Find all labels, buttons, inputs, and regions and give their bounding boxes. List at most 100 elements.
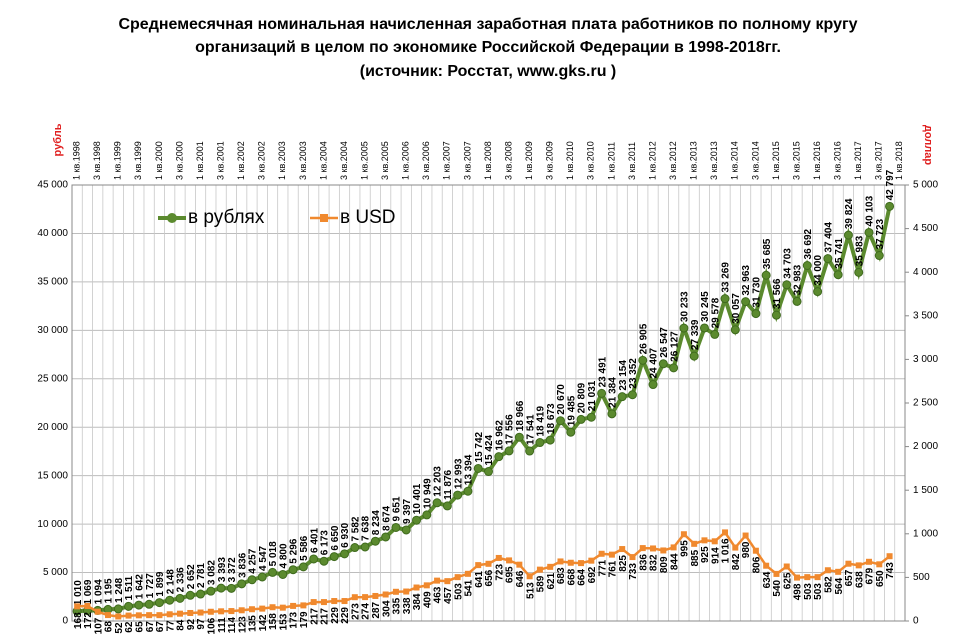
legend-marker (167, 213, 177, 223)
x-tick-label: 3 кв.2006 (421, 141, 431, 180)
marker (382, 591, 389, 598)
marker (783, 563, 790, 570)
data-label: 32 983 (793, 264, 804, 295)
data-label: 35 983 (854, 235, 865, 266)
data-label: 1 016 (721, 538, 732, 563)
data-label: 646 (515, 570, 526, 587)
marker (608, 551, 615, 558)
marker (310, 599, 317, 606)
marker (216, 583, 226, 593)
x-tick-label: 3 кв.2011 (627, 142, 637, 180)
data-label: 31 566 (772, 278, 783, 309)
data-label: 1 195 (104, 578, 115, 603)
data-label: 18 419 (536, 406, 547, 437)
marker (350, 543, 360, 553)
marker (248, 606, 255, 613)
data-label: 1 069 (83, 579, 94, 604)
data-label: 733 (628, 563, 639, 580)
marker (752, 547, 759, 554)
y-tick-label: 40 000 (37, 228, 68, 239)
data-label: 18 966 (515, 400, 526, 431)
marker (813, 287, 823, 297)
x-tick-label: 1 кв.2011 (606, 142, 616, 180)
marker (547, 563, 554, 570)
x-tick-label: 3 кв.1998 (92, 141, 102, 180)
y-tick-label: 45 000 (37, 180, 68, 191)
chart-title: (источник: Росстат, www.gks.ru ) (360, 63, 617, 80)
data-label: 2 652 (186, 564, 197, 589)
marker (135, 612, 142, 619)
marker (360, 542, 370, 552)
marker (175, 593, 185, 603)
data-label: 503 (453, 583, 464, 600)
data-label: 31 730 (752, 277, 763, 308)
marker (701, 537, 708, 544)
data-label: 3 372 (227, 557, 238, 582)
marker (619, 546, 626, 553)
marker (444, 578, 451, 585)
data-label: 503 (803, 583, 814, 600)
marker (146, 612, 153, 619)
x-tick-label: 1 кв.2010 (565, 141, 575, 180)
data-label: 695 (505, 566, 516, 583)
marker (187, 609, 194, 616)
data-label: 668 (566, 568, 577, 585)
data-label: 664 (577, 569, 588, 586)
x-tick-label: 1 кв.2012 (647, 141, 657, 180)
y2-tick-label: 2 500 (913, 398, 938, 409)
marker (864, 227, 874, 237)
x-tick-label: 1 кв.1998 (72, 141, 82, 180)
data-label: 12 993 (453, 458, 464, 489)
data-label: 30 233 (680, 291, 691, 322)
data-label: 26 905 (638, 323, 649, 354)
data-label: 11 876 (443, 469, 454, 499)
data-label: 29 578 (710, 297, 721, 328)
data-label: 52 (114, 622, 125, 634)
marker (751, 309, 761, 319)
x-tick-label: 3 кв.2005 (380, 141, 390, 180)
data-label: 217 (320, 608, 331, 625)
x-tick-label: 1 кв.2004 (318, 141, 328, 180)
marker (607, 409, 617, 419)
data-label: 12 203 (433, 466, 444, 497)
marker (331, 598, 338, 605)
data-label: 168 (73, 612, 84, 629)
marker (638, 355, 648, 365)
x-tick-label: 3 кв.2013 (709, 141, 719, 180)
marker (475, 562, 482, 569)
data-label: 8 234 (371, 510, 382, 535)
marker (422, 510, 432, 520)
data-label: 17 556 (505, 414, 516, 445)
marker (288, 565, 298, 575)
marker (670, 544, 677, 551)
data-label: 273 (350, 603, 361, 620)
y2-tick-label: 5 000 (913, 180, 938, 191)
marker (494, 452, 504, 462)
data-label: 638 (854, 571, 865, 588)
data-label: 229 (330, 607, 341, 624)
data-label: 3 836 (237, 552, 248, 577)
marker (279, 604, 286, 611)
data-label: 26 547 (659, 327, 670, 358)
marker (156, 612, 163, 619)
data-label: 153 (278, 613, 289, 630)
data-label: 634 (762, 571, 773, 588)
data-label: 914 (710, 547, 721, 564)
y2-tick-label: 1 500 (913, 485, 938, 496)
x-tick-label: 1 кв.2008 (483, 141, 493, 180)
marker (226, 583, 236, 593)
marker (866, 558, 873, 565)
data-label: 679 (865, 567, 876, 584)
y-tick-label: 25 000 (37, 373, 68, 384)
data-label: 77 (165, 620, 176, 632)
marker (669, 363, 679, 373)
marker (442, 501, 452, 511)
data-label: 67 (145, 621, 156, 633)
x-tick-label: 1 кв.2018 (894, 141, 904, 180)
data-label: 723 (494, 564, 505, 581)
data-label: 19 485 (566, 395, 577, 426)
marker (588, 557, 595, 564)
marker (597, 388, 607, 398)
data-label: 15 424 (484, 435, 495, 466)
marker (432, 498, 442, 508)
